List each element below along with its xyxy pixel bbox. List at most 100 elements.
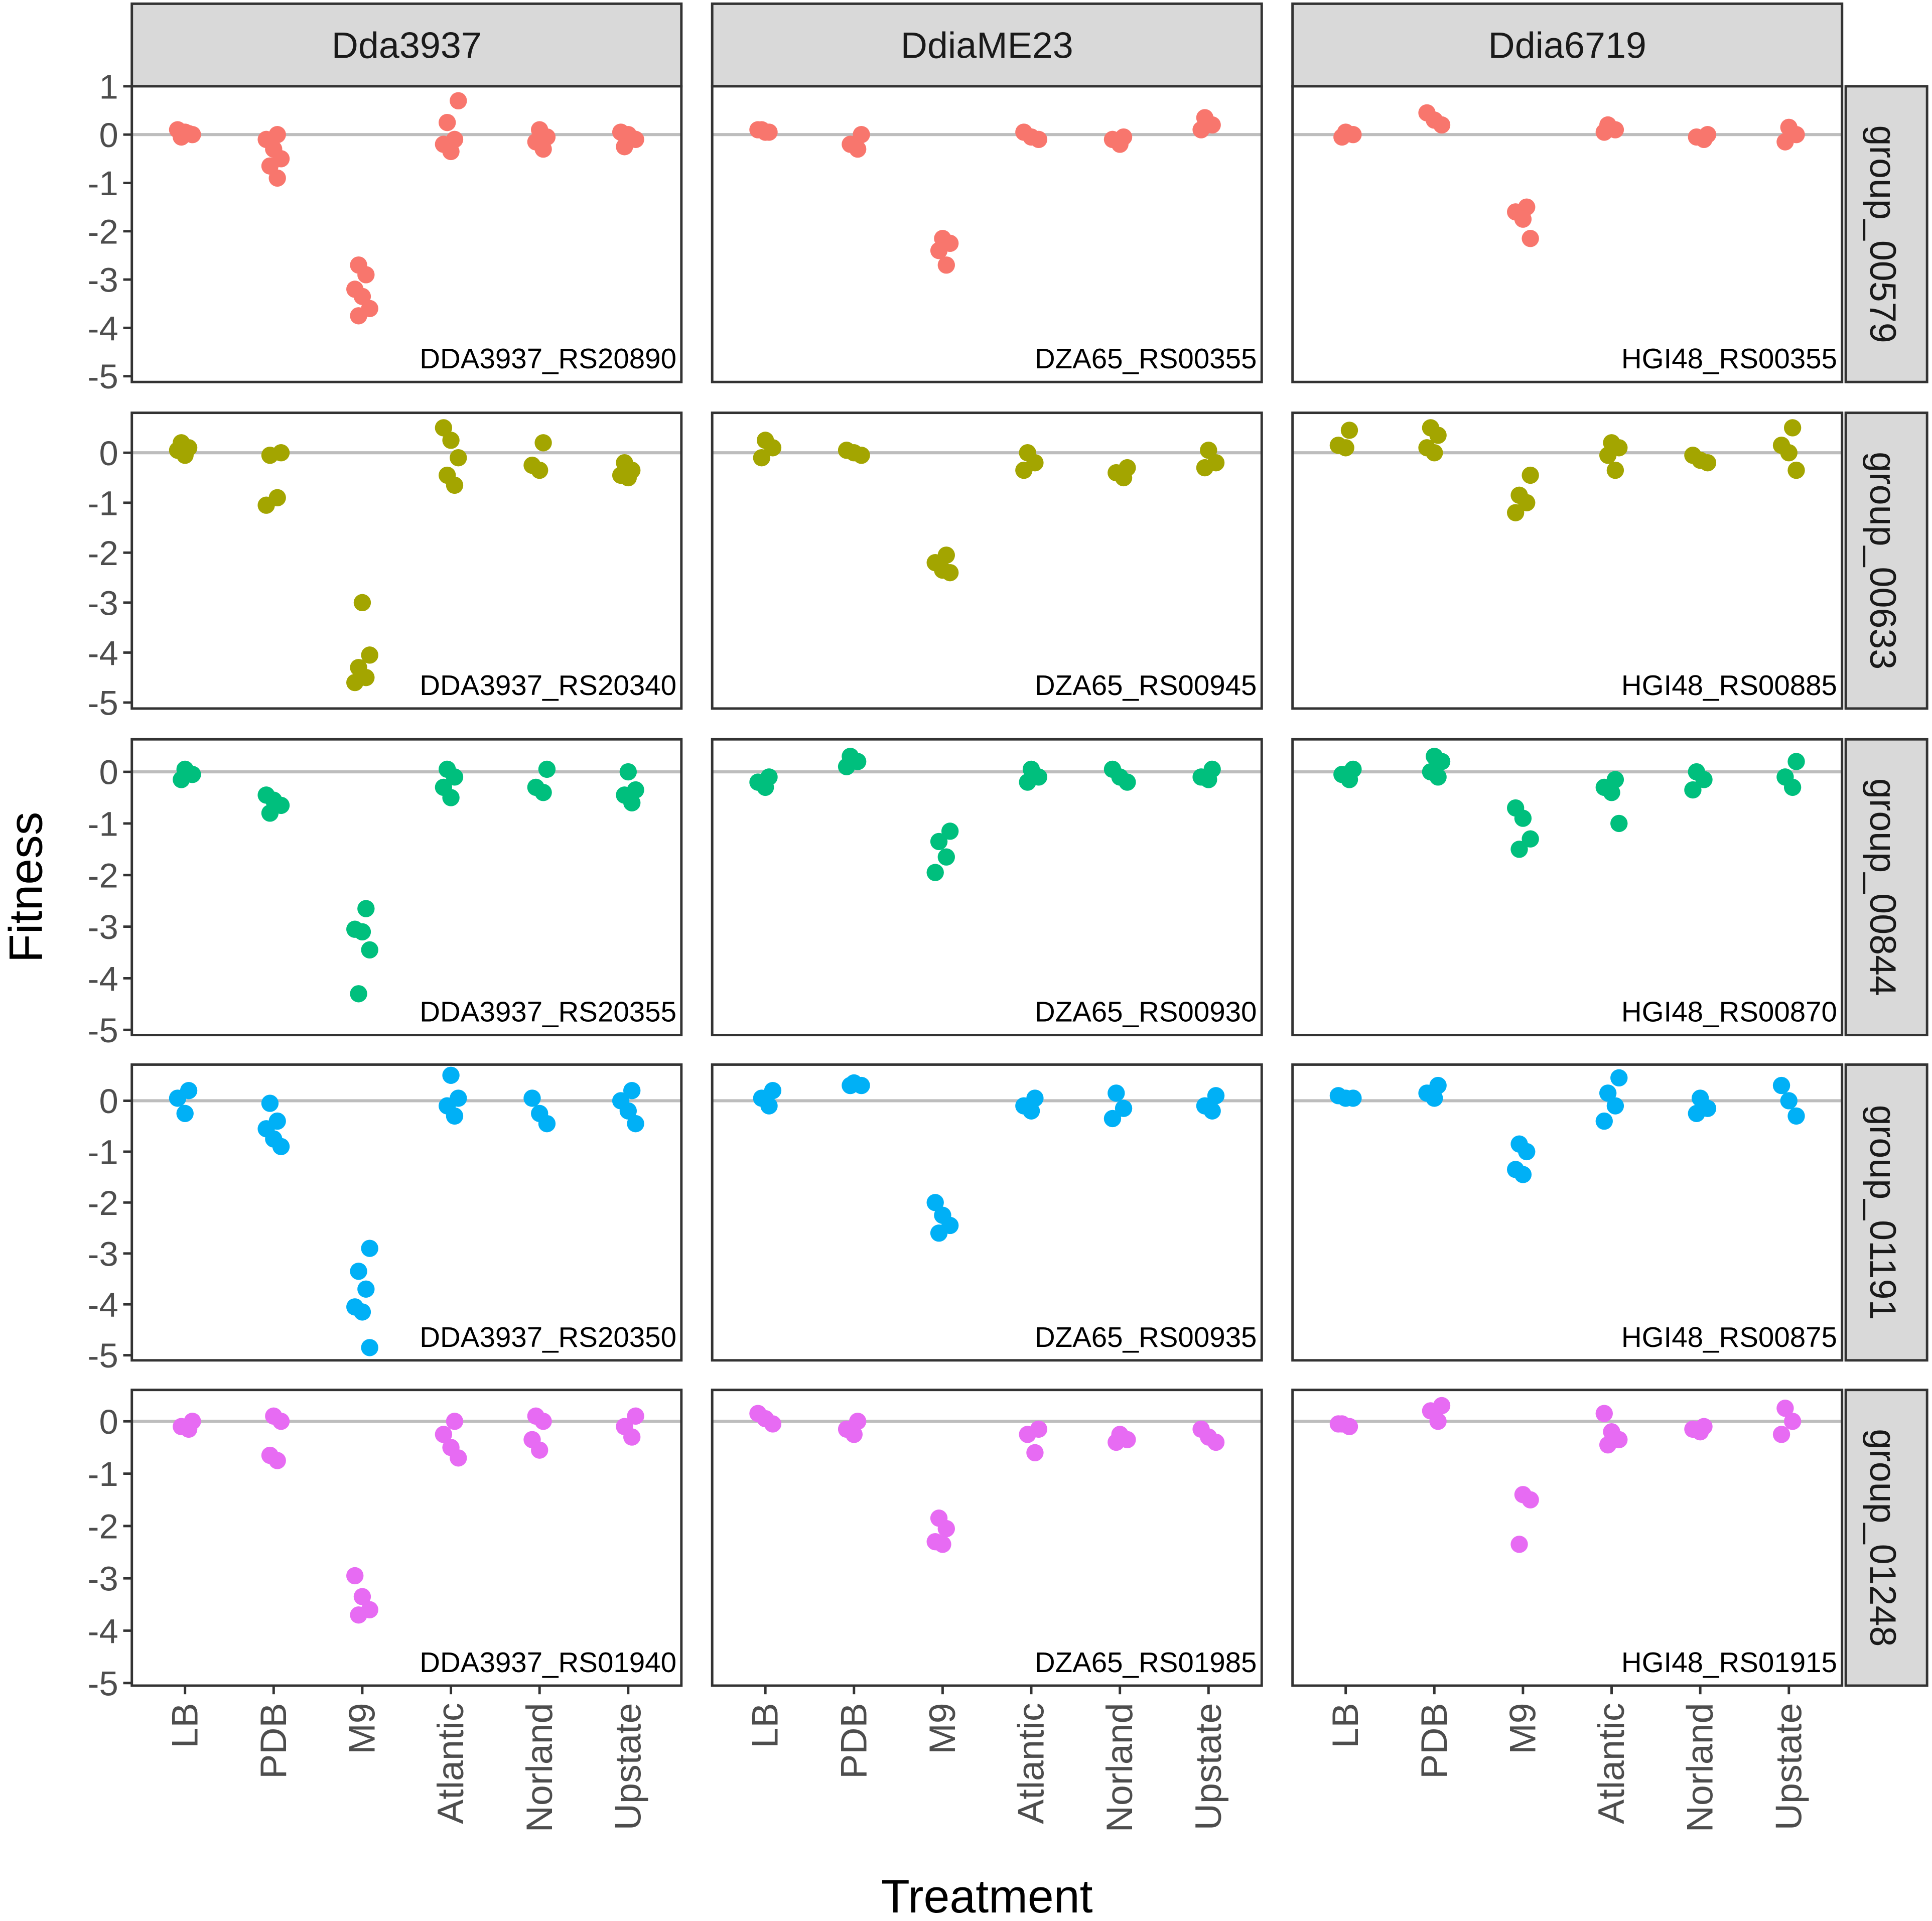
- data-point-upstate: [1783, 1413, 1802, 1430]
- data-point-atlantic: [1026, 1444, 1044, 1462]
- data-point-atlantic: [446, 1413, 464, 1430]
- data-point-lb: [756, 123, 774, 141]
- data-point-atlantic: [1606, 461, 1624, 479]
- data-point-atlantic: [1015, 461, 1033, 479]
- y-tick-label: -1: [88, 1133, 118, 1171]
- x-tick-label: PDB: [1413, 1703, 1455, 1778]
- x-tick-label: Upstate: [1187, 1703, 1229, 1830]
- data-point-m9: [926, 1194, 944, 1211]
- data-point-m9: [930, 833, 948, 851]
- data-point-m9: [1522, 466, 1539, 484]
- column-strip-label: DdiaME23: [901, 24, 1073, 66]
- data-point-atlantic: [450, 449, 467, 467]
- row-strip: [1844, 738, 1928, 1037]
- data-point-pdb: [1429, 768, 1447, 786]
- data-point-atlantic: [1019, 773, 1036, 791]
- data-point-upstate: [1780, 1092, 1798, 1110]
- panel-background: [131, 86, 681, 382]
- data-point-lb: [756, 778, 774, 796]
- data-point-atlantic: [442, 789, 460, 806]
- panel-background: [712, 1064, 1262, 1360]
- data-point-upstate: [1772, 1076, 1790, 1094]
- data-point-pdb: [272, 1138, 290, 1155]
- y-tick-label: -4: [88, 1286, 118, 1324]
- data-point-norland: [1691, 1423, 1709, 1441]
- row-strip-label: group_00579: [1862, 125, 1904, 343]
- data-point-norland: [531, 1441, 548, 1459]
- data-point-pdb: [257, 496, 275, 514]
- data-point-norland: [538, 760, 556, 778]
- row-strip: [1844, 1389, 1928, 1687]
- data-point-m9: [361, 1240, 378, 1257]
- data-point-m9: [350, 307, 367, 325]
- data-point-atlantic: [1606, 1097, 1624, 1115]
- y-tick-label: 0: [99, 434, 118, 473]
- y-tick-label: 0: [99, 116, 118, 155]
- column-strip-label: Dda3937: [332, 24, 482, 66]
- data-point-upstate: [623, 1082, 641, 1100]
- data-point-upstate: [1207, 1433, 1225, 1451]
- data-point-upstate: [1787, 1107, 1805, 1125]
- y-axis-title: Fitness: [0, 812, 52, 963]
- data-point-m9: [353, 1588, 371, 1605]
- data-point-m9: [350, 1606, 367, 1624]
- x-tick-label: PDB: [252, 1703, 294, 1778]
- gene-label: HGI48_RS01915: [1621, 1646, 1837, 1678]
- x-tick-label: Norland: [1679, 1703, 1721, 1832]
- y-tick-label: -3: [88, 1234, 118, 1273]
- data-point-atlantic: [435, 1426, 453, 1443]
- y-tick-label: -1: [88, 484, 118, 522]
- panel-border: [711, 411, 1263, 710]
- y-tick-label: -4: [88, 309, 118, 348]
- y-tick-label: -2: [88, 1184, 118, 1222]
- data-point-m9: [357, 900, 375, 917]
- data-point-m9: [937, 256, 955, 274]
- x-tick-label: Atlantic: [1590, 1703, 1632, 1824]
- data-point-m9: [353, 923, 371, 941]
- y-tick-label: -5: [88, 357, 118, 396]
- data-point-upstate: [1787, 461, 1805, 479]
- data-point-m9: [934, 1536, 951, 1553]
- data-point-m9: [350, 985, 367, 1003]
- data-point-norland: [1695, 130, 1713, 149]
- row-strip-label: group_00633: [1862, 452, 1904, 669]
- x-tick-label: M9: [341, 1703, 383, 1754]
- data-point-norland: [1115, 1100, 1133, 1117]
- data-point-atlantic: [1595, 1112, 1613, 1130]
- data-point-m9: [361, 646, 378, 664]
- data-point-norland: [531, 461, 548, 479]
- data-point-lb: [169, 1089, 187, 1107]
- data-point-m9: [346, 673, 364, 692]
- panel-border: [711, 85, 1263, 383]
- gene-label: DZA65_RS01985: [1035, 1646, 1257, 1678]
- row-strip: [1844, 1063, 1928, 1362]
- data-point-m9: [1510, 1536, 1528, 1553]
- data-point-norland: [1108, 1433, 1125, 1451]
- data-point-atlantic: [435, 419, 453, 437]
- x-tick-label: LB: [744, 1703, 786, 1748]
- data-point-atlantic: [1030, 130, 1047, 149]
- panel-background: [712, 1390, 1262, 1686]
- data-point-m9: [1506, 504, 1525, 521]
- panel-background: [1292, 413, 1842, 709]
- data-point-upstate: [1203, 1102, 1221, 1120]
- data-point-pdb: [1426, 444, 1443, 462]
- data-point-atlantic: [1610, 1069, 1628, 1087]
- y-tick-label: 0: [99, 1082, 118, 1121]
- panel-border: [130, 85, 683, 383]
- panel-background: [131, 1390, 681, 1686]
- data-point-pdb: [272, 1413, 290, 1430]
- data-point-pdb: [845, 1426, 863, 1443]
- gene-label: HGI48_RS00355: [1621, 343, 1837, 374]
- data-point-norland: [1684, 781, 1702, 799]
- data-point-upstate: [627, 1115, 644, 1133]
- data-point-pdb: [261, 804, 279, 822]
- data-point-norland: [523, 1089, 541, 1107]
- panel-background: [1292, 739, 1842, 1035]
- data-point-upstate: [1192, 121, 1210, 139]
- data-point-norland: [1111, 135, 1129, 153]
- data-point-lb: [176, 1105, 194, 1123]
- y-tick-label: -4: [88, 634, 118, 672]
- data-point-atlantic: [1603, 784, 1620, 801]
- data-point-norland: [534, 1413, 552, 1430]
